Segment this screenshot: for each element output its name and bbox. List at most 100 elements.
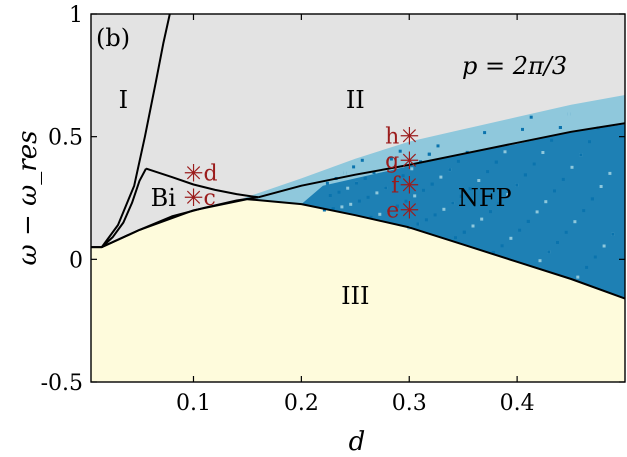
nfp-speckle [605,112,609,115]
marker-c: ✳ c [183,184,215,212]
nfp-speckle [322,208,326,212]
nfp-speckle [541,151,545,154]
boundary-I-Bi [101,168,147,248]
nfp-speckle [392,180,396,184]
region-label-iii: III [341,282,369,310]
nfp-speckle [346,186,350,190]
y-tick-label: 0 [69,248,83,273]
marker-label: d [203,161,217,186]
marker-h: ✳h [385,123,419,151]
nfp-speckle [381,164,385,168]
nfp-speckle [497,201,501,205]
nfp-speckle [590,197,594,201]
nfp-speckle [486,170,490,174]
x-tick-label: 0.1 [176,391,211,416]
nfp-speckle [454,236,457,240]
nfp-speckle [462,230,466,234]
nfp-speckle [561,177,565,181]
nfp-speckle [585,265,589,269]
marker-g: ✳g [385,147,419,175]
nfp-speckle [602,244,606,248]
marker-label: h [385,125,399,150]
marker-label: f [391,174,401,199]
nfp-speckle [456,159,460,163]
nfp-speckle [372,171,376,174]
region-III-fill [91,199,625,382]
nfp-speckle [512,139,516,143]
nfp-speckle [570,165,574,169]
nfp-speckle [576,275,580,279]
marker-star: ✳ [399,172,419,200]
nfp-speckle [459,194,463,198]
nfp-speckle [593,255,597,259]
x-axis-label: d [349,427,366,457]
nfp-speckle [494,160,498,164]
nfp-speckle [582,209,586,213]
nfp-speckle [579,153,583,157]
marker-label: e [386,198,399,223]
nfp-speckle [553,189,556,193]
nfp-speckle [325,181,329,185]
nfp-speckle [588,140,591,144]
nfp-speckle [529,115,533,119]
panel-label: (b) [96,24,130,52]
nfp-speckle [430,182,434,186]
nfp-speckle [369,215,373,219]
nfp-speckle [550,138,554,142]
region-label-i: I [119,86,128,114]
nfp-region-dark [301,124,625,299]
nfp-speckle [427,152,431,156]
nfp-speckle [343,171,347,175]
nfp-speckle [387,209,390,213]
marker-star: ✳ [399,196,419,224]
nfp-speckle [442,207,446,211]
marker-d: ✳ d [183,159,217,187]
region-label-nfp: NFP [458,184,512,212]
nfp-speckle [500,244,504,248]
nfp-speckle [349,202,353,206]
nfp-speckle [363,176,367,180]
nfp-speckle [439,175,443,179]
nfp-speckle [328,194,332,197]
nfp-speckle [375,191,379,195]
nfp-speckle [331,207,335,211]
y-tick-label: 0.5 [48,126,83,151]
nfp-speckle [608,171,612,175]
nfp-speckle [556,241,559,244]
nfp-speckle [433,213,437,217]
nfp-speckle [547,250,551,254]
nfp-speckle [532,162,536,166]
marker-star: ✳ [399,123,419,151]
nfp-speckle [523,173,527,177]
nfp-speckle [448,168,452,172]
nfp-speckle [483,131,487,135]
nfp-speckle [337,190,341,194]
nfp-speckle [544,200,548,204]
nfp-speckle [526,219,530,223]
x-tick-label: 0.3 [392,391,427,416]
y-tick-label: 1 [69,3,83,28]
nfp-speckle [355,181,358,185]
boundary-II-NFP [257,122,625,199]
nfp-speckle [538,259,542,263]
x-tick-label: 0.2 [284,391,319,416]
region-label-ii: II [346,86,365,114]
region-label-bi: Bi [151,184,177,212]
nfp-speckle [352,165,356,169]
nfp-speckle [558,126,562,129]
marker-e: ✳e [386,196,419,224]
nfp-speckle [389,157,393,161]
nfp-speckle [535,210,539,214]
nfp-speckle [611,232,615,236]
x-tick-label: 0.4 [500,391,535,416]
nfp-speckle [436,144,440,148]
marker-label: c [203,186,215,211]
nfp-speckle [416,222,420,226]
nfp-speckle [567,112,571,116]
nfp-speckle [599,185,603,188]
nfp-speckle [480,217,484,221]
nfp-speckle [491,251,495,255]
nfp-speckle [445,135,449,139]
nfp-speckle [564,230,568,234]
nfp-speckle [521,127,524,131]
